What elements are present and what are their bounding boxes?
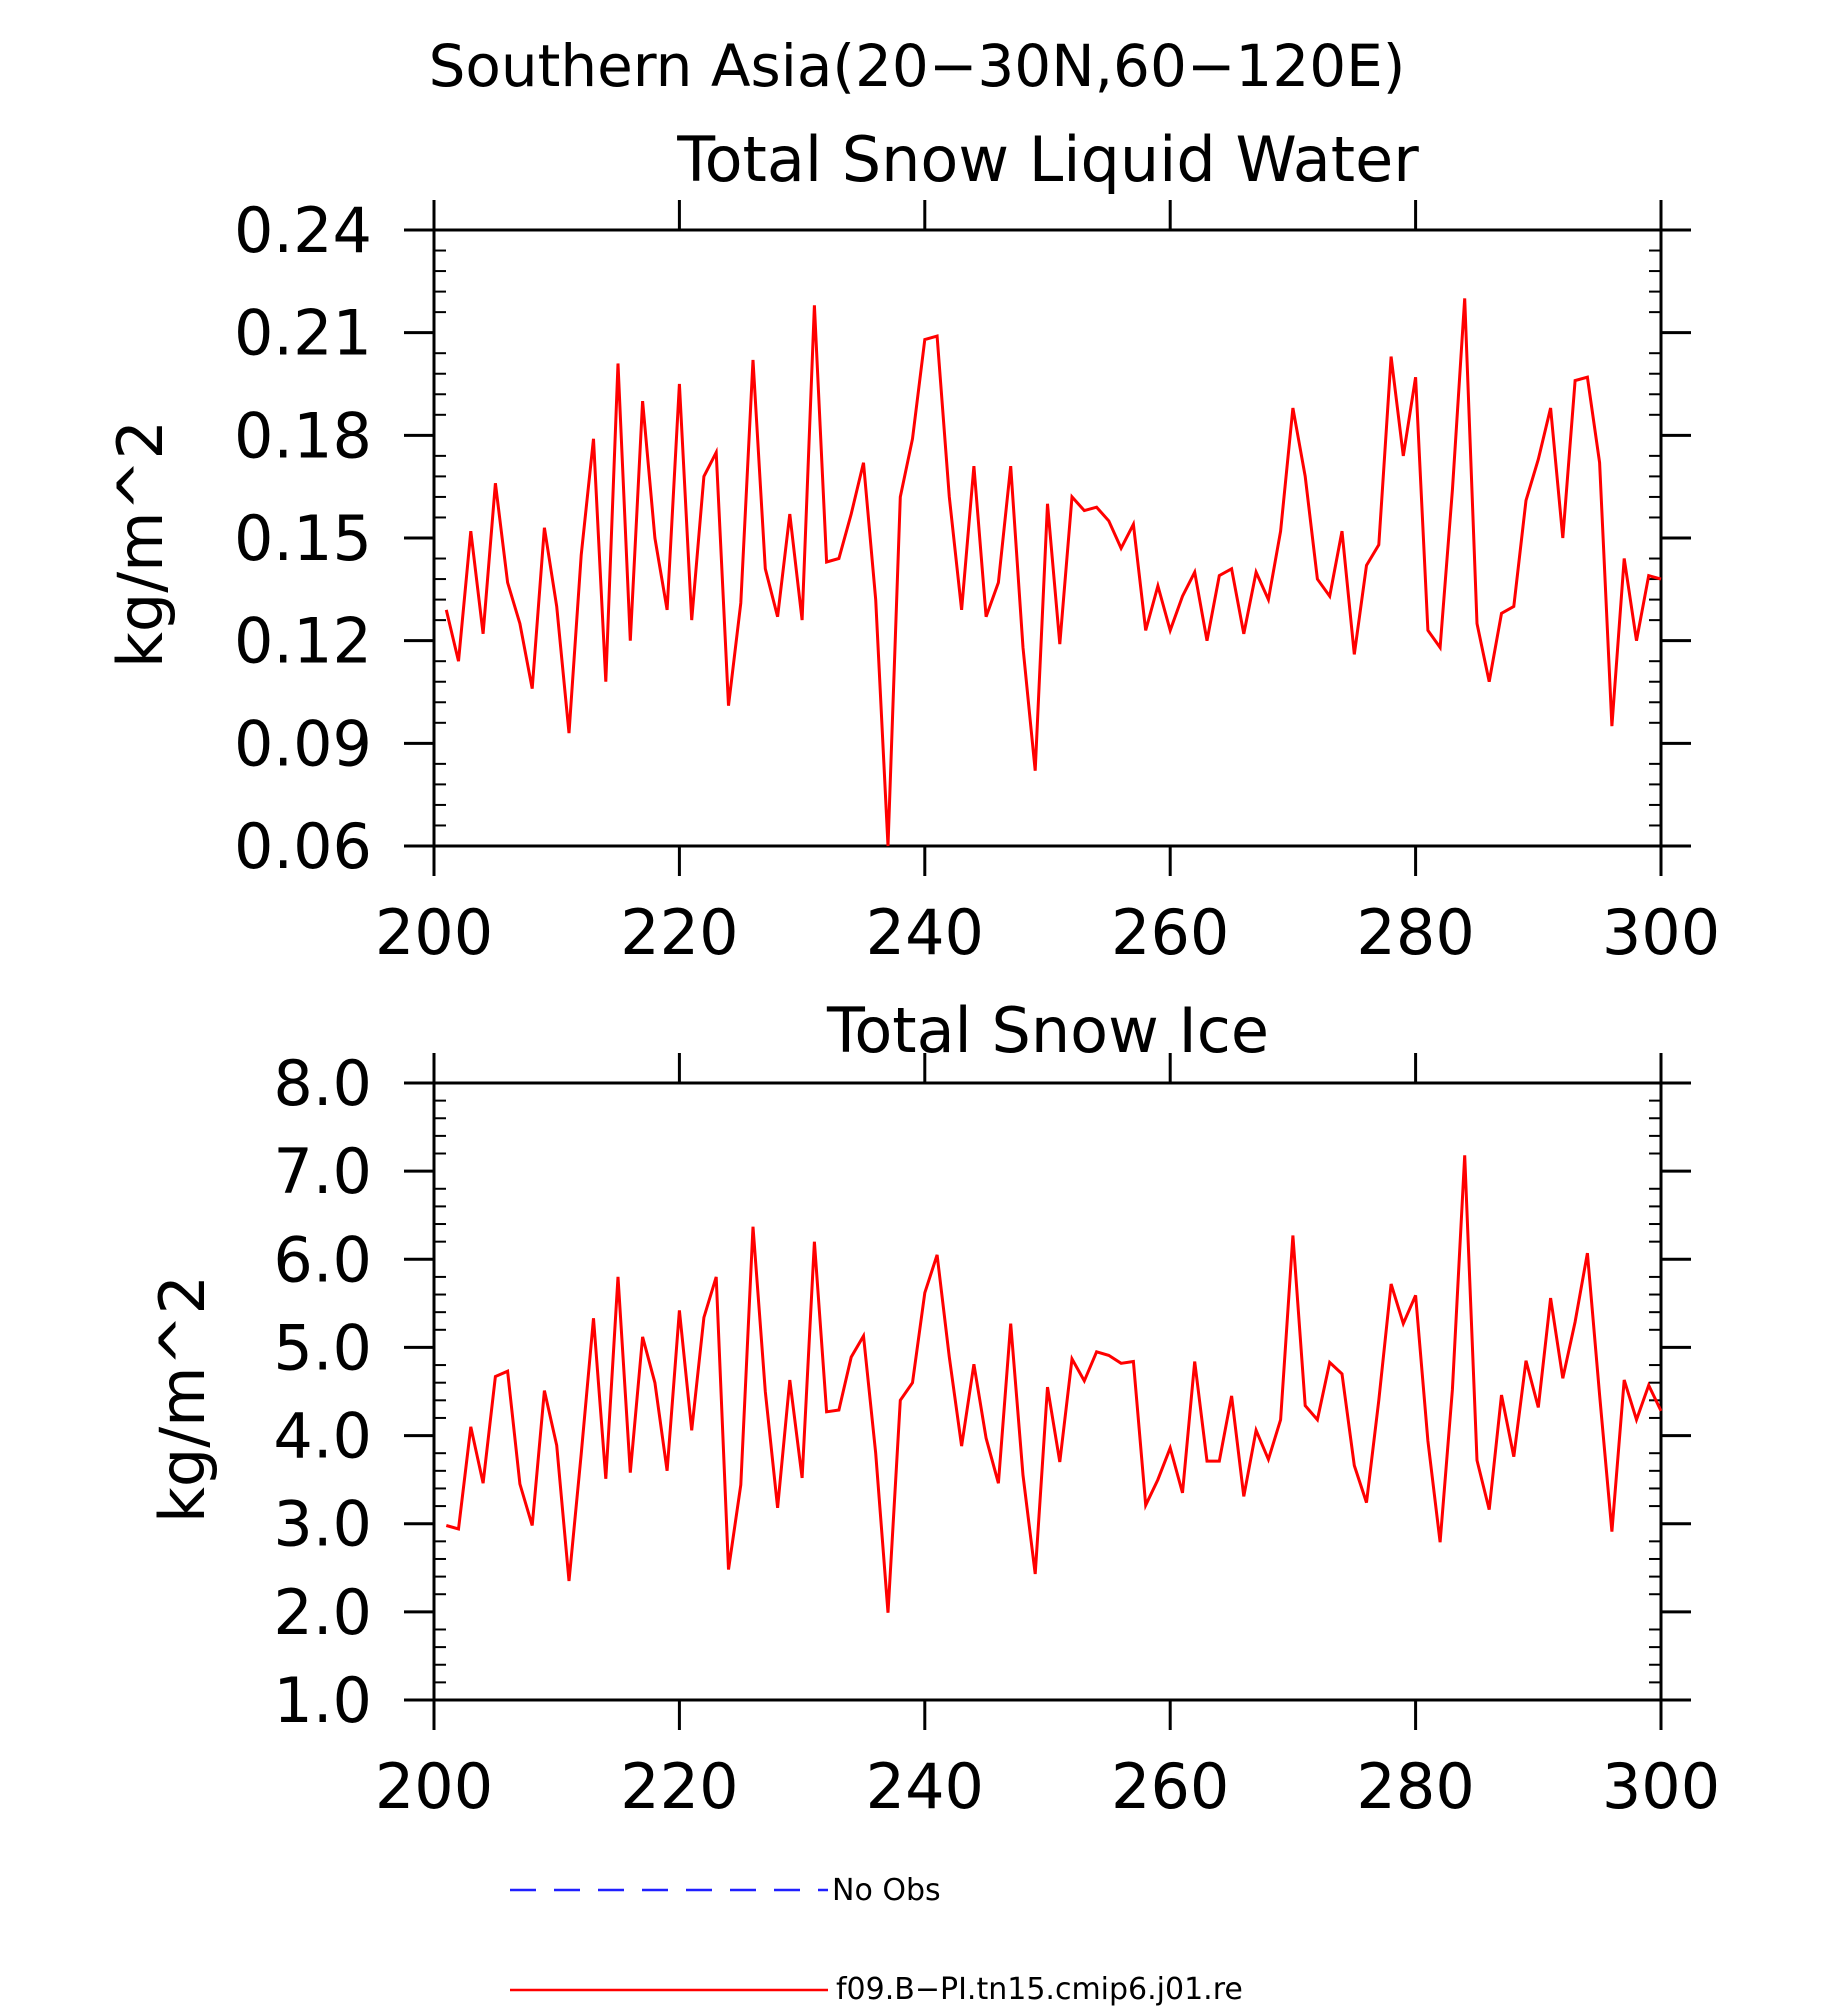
- y-tick-label: 7.0: [273, 1135, 372, 1208]
- y-tick-label: 0.06: [234, 810, 372, 883]
- x-tick-label: 260: [1111, 1750, 1229, 1823]
- y-tick-label: 2.0: [273, 1576, 372, 1649]
- x-tick-label: 200: [375, 1750, 493, 1823]
- y-tick-label: 0.15: [234, 502, 372, 575]
- y-tick-label: 5.0: [273, 1311, 372, 1384]
- series-line: [445, 1155, 1663, 1613]
- y-tick-label: 1.0: [273, 1664, 372, 1737]
- y-tick-label: 0.09: [234, 707, 372, 780]
- series-line: [444, 298, 1662, 847]
- x-tick-label: 240: [866, 896, 984, 969]
- y-tick-label: 0.24: [234, 194, 372, 267]
- x-tick-label: 220: [620, 1750, 738, 1823]
- y-tick-label: 0.18: [234, 399, 372, 472]
- y-tick-label: 0.21: [234, 297, 372, 370]
- y-axis-label-snow-ice: kg/m^2: [146, 1275, 219, 1523]
- x-tick-label: 240: [866, 1750, 984, 1823]
- panel-snow-ice: Total Snow Ice kg/m^2 200 220 240 260 280 300…: [146, 994, 1720, 1823]
- legend-label-no-obs: No Obs: [832, 1873, 941, 1908]
- panel-snow-liquid-water: Total Snow Liquid Water kg/m^2 200 220 240…: [104, 123, 1720, 969]
- y-tick-label: 3.0: [273, 1488, 372, 1561]
- x-tick-label: 280: [1356, 1750, 1474, 1823]
- x-tick-label: 220: [620, 896, 738, 969]
- page-title: Southern Asia(20−30N,60−120E): [429, 32, 1406, 100]
- x-tick-label: 200: [375, 896, 493, 969]
- x-tick-label: 280: [1356, 896, 1474, 969]
- plot-frame: [432, 1081, 1663, 1702]
- legend: No Obs f09.B−PI.tn15.cmip6.j01.re: [510, 1873, 1243, 2006]
- x-tick-label: 300: [1602, 1750, 1720, 1823]
- plot-frame: [432, 228, 1663, 848]
- panel-title-liquid-water: Total Snow Liquid Water: [676, 123, 1419, 196]
- y-tick-label: 8.0: [273, 1047, 372, 1120]
- x-tick-label: 300: [1602, 896, 1720, 969]
- y-tick-label: 4.0: [273, 1400, 372, 1473]
- y-axis-label-liquid-water: kg/m^2: [104, 420, 177, 668]
- y-tick-label: 0.12: [234, 605, 372, 678]
- legend-label-model: f09.B−PI.tn15.cmip6.j01.re: [836, 1972, 1243, 2006]
- panel-title-snow-ice: Total Snow Ice: [826, 994, 1269, 1067]
- y-tick-label: 6.0: [273, 1223, 372, 1296]
- x-tick-label: 260: [1111, 896, 1229, 969]
